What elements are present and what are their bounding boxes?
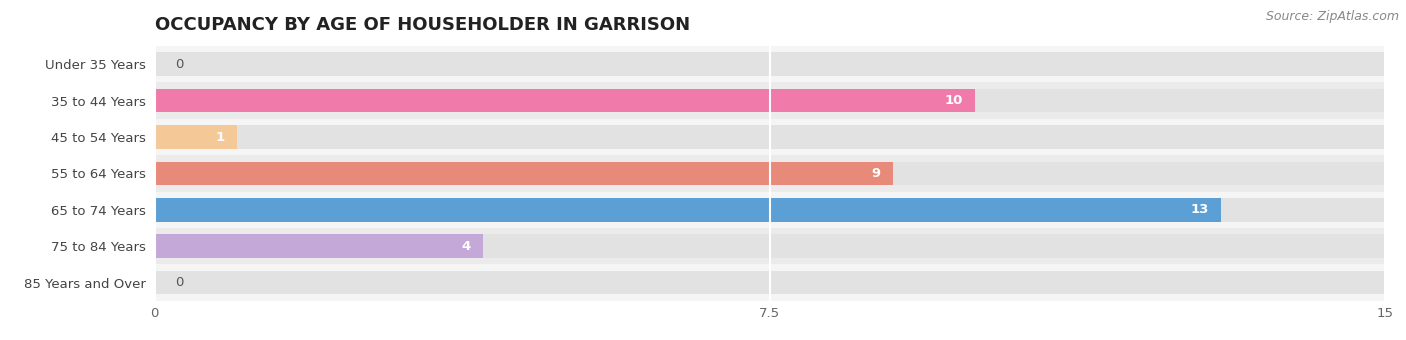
Bar: [155, 198, 1385, 222]
Bar: [155, 89, 974, 113]
Text: 13: 13: [1191, 203, 1209, 216]
Bar: [155, 192, 1385, 228]
Bar: [155, 198, 1220, 222]
Bar: [155, 265, 1385, 301]
Text: 10: 10: [945, 94, 963, 107]
Text: 1: 1: [215, 131, 225, 143]
Bar: [155, 82, 1385, 119]
Text: 0: 0: [176, 276, 184, 289]
Text: 9: 9: [872, 167, 880, 180]
Bar: [155, 162, 1385, 185]
Bar: [155, 125, 236, 149]
Bar: [155, 119, 1385, 155]
Text: 4: 4: [461, 240, 471, 253]
Bar: [155, 271, 1385, 294]
Bar: [155, 234, 1385, 258]
Text: 0: 0: [176, 58, 184, 71]
Bar: [155, 155, 1385, 192]
Bar: [155, 52, 1385, 76]
Bar: [155, 234, 482, 258]
Text: OCCUPANCY BY AGE OF HOUSEHOLDER IN GARRISON: OCCUPANCY BY AGE OF HOUSEHOLDER IN GARRI…: [155, 16, 690, 34]
Bar: [155, 125, 1385, 149]
Bar: [155, 46, 1385, 82]
Bar: [155, 162, 893, 185]
Bar: [155, 89, 1385, 113]
Bar: [155, 228, 1385, 265]
Text: Source: ZipAtlas.com: Source: ZipAtlas.com: [1265, 10, 1399, 23]
